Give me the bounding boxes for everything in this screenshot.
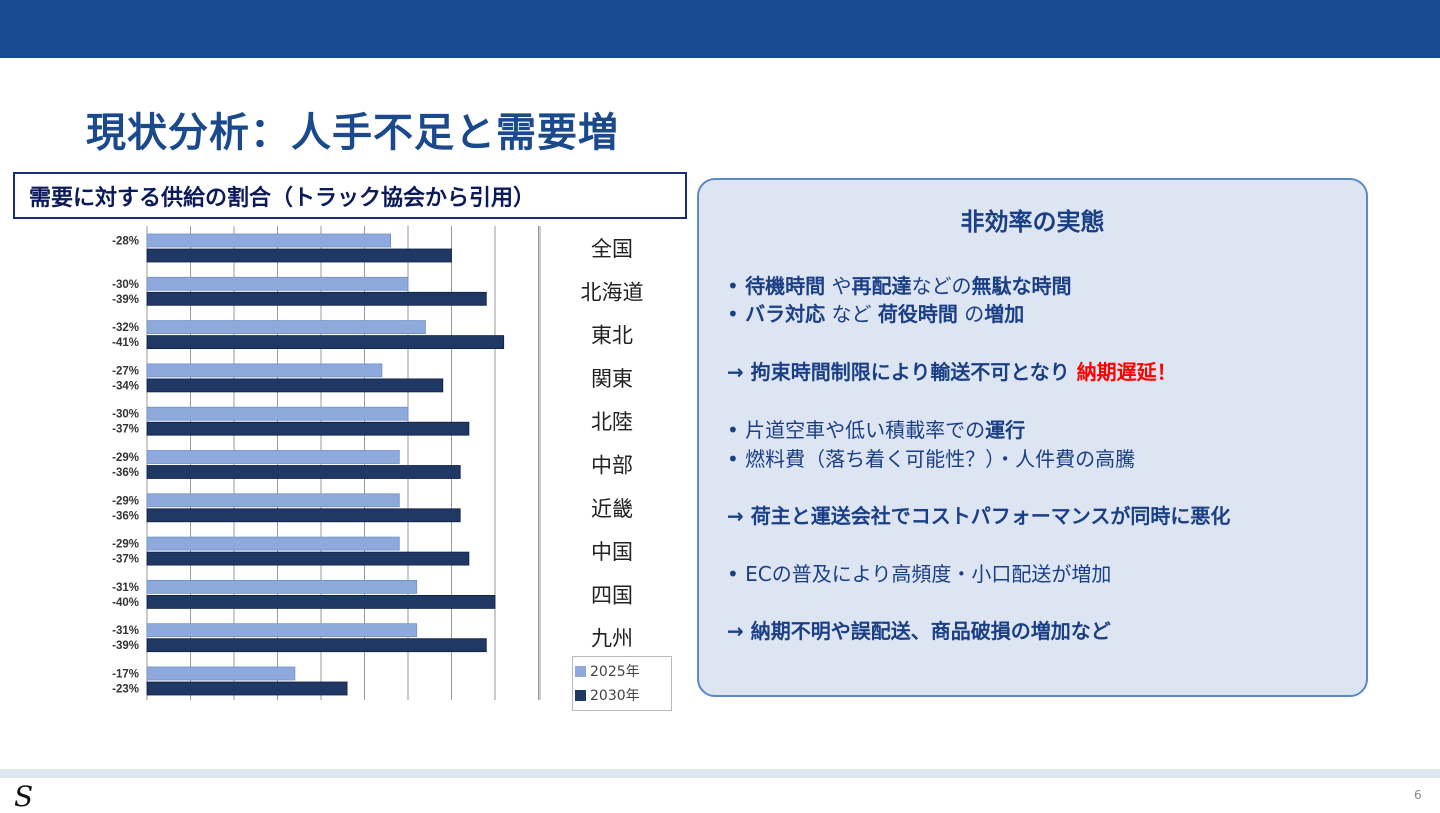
panel-line-6-segment-1: → 荷主と運送会社でコストパフォーマンスが同時に悪化 xyxy=(727,504,1231,528)
panel-line-2-segment-5: の xyxy=(957,302,985,326)
data-label-2025-10: -31% xyxy=(112,625,139,637)
data-label-2030-5: -37% xyxy=(112,424,139,436)
data-label-2030-10: -39% xyxy=(112,640,139,652)
data-label-2025-4: -27% xyxy=(112,365,139,377)
bar-2030-11 xyxy=(146,681,348,696)
data-label-2025-8: -29% xyxy=(112,539,139,551)
bar-2030-7 xyxy=(146,508,461,523)
bar-2025-7 xyxy=(146,493,400,508)
panel-line-2-segment-2: バラ対応 xyxy=(745,302,826,326)
data-label-2025-2: -30% xyxy=(112,279,139,291)
panel-line-1-segment-5: などの xyxy=(911,274,972,298)
legend-swatch-2030 xyxy=(575,689,586,701)
panel-line-1: • 待機時間 や再配達などの無駄な時間 xyxy=(727,270,1072,299)
category-label: 関東 xyxy=(591,367,633,391)
chart-legend: 2025年 2030年 xyxy=(572,656,672,711)
panel-line-2-segment-3: など xyxy=(825,302,878,326)
page-number: 6 xyxy=(1414,788,1422,802)
panel-title: 非効率の実態 xyxy=(960,208,1105,236)
header-bar xyxy=(0,0,1440,58)
data-label-2030-4: -34% xyxy=(112,380,139,392)
category-label: 北海道 xyxy=(581,280,644,304)
bar-2025-10 xyxy=(146,623,418,638)
data-label-2025-11: -17% xyxy=(112,669,139,681)
legend-item-2030: 2030年 xyxy=(573,683,671,707)
panel-line-8-segment-1: → 納期不明や誤配送、商品破損の増加など xyxy=(727,619,1111,643)
bar-2030-1 xyxy=(146,248,452,263)
chart-caption-text: 需要に対する供給の割合（トラック協会から引用） xyxy=(29,185,536,211)
footer-strip xyxy=(0,769,1440,778)
bar-2030-4 xyxy=(146,378,444,393)
chart-caption: 需要に対する供給の割合（トラック協会から引用） xyxy=(13,172,687,219)
panel-line-7-segment-1: • ECの普及により高頻度・小口配送が増加 xyxy=(727,562,1112,586)
legend-label-2025: 2025年 xyxy=(590,664,640,680)
bar-2025-5 xyxy=(146,406,409,421)
legend-label-2030: 2030年 xyxy=(590,688,640,704)
data-label-2030-11: -23% xyxy=(112,684,139,696)
data-label-2025-6: -29% xyxy=(112,452,139,464)
category-label: 中部 xyxy=(591,454,633,478)
bar-2030-2 xyxy=(146,291,487,306)
data-label-2025-3: -32% xyxy=(112,322,139,334)
panel-line-1-segment-4: 再配達 xyxy=(851,274,912,298)
bar-2025-3 xyxy=(146,320,426,335)
panel-line-8: → 納期不明や誤配送、商品破損の増加など xyxy=(727,615,1111,644)
data-label-2025-5: -30% xyxy=(112,409,139,421)
panel-line-5: • 燃料費（落ち着く可能性？）・人件費の高騰 xyxy=(727,443,1135,472)
category-label: 全国 xyxy=(591,237,633,261)
bar-2025-4 xyxy=(146,363,383,378)
panel-line-3: → 拘束時間制限により輸送不可となり 納期遅延！ xyxy=(727,356,1177,385)
panel-line-2-segment-4: 荷役時間 xyxy=(877,302,958,326)
logo-text: S xyxy=(14,780,34,813)
page-title: 現状分析：人手不足と需要増 xyxy=(86,110,619,156)
panel-line-2-segment-1: • xyxy=(727,302,746,326)
panel-line-2: • バラ対応 など 荷役時間 の増加 xyxy=(727,298,1024,327)
data-label-2025-1: -28% xyxy=(112,236,139,248)
panel-line-4-segment-1: • 片道空車や低い積載率での xyxy=(727,418,986,442)
panel-line-4-segment-2: 運行 xyxy=(985,418,1026,442)
company-logo: S xyxy=(14,780,33,813)
bar-2025-1 xyxy=(146,233,392,248)
data-label-2030-3: -41% xyxy=(112,337,139,349)
bar-2030-3 xyxy=(146,335,505,350)
panel-line-7: • ECの普及により高頻度・小口配送が増加 xyxy=(727,558,1111,587)
data-label-2030-9: -40% xyxy=(112,597,139,609)
bar-2030-9 xyxy=(146,595,496,609)
supply-ratio-chart: -28% 全国 -30% -39% 北海道 -32% -41% 東北 -27% -34% 関東 -30… xyxy=(112,226,644,700)
bar-2030-8 xyxy=(146,551,470,566)
category-label: 四国 xyxy=(591,583,633,607)
panel-line-1-segment-2: 待機時間 xyxy=(745,274,826,298)
bar-2025-6 xyxy=(146,450,400,464)
category-label: 九州 xyxy=(591,627,633,651)
inefficiency-panel: 非効率の実態 • 待機時間 や再配達などの無駄な時間 • バラ対応 など 荷役時… xyxy=(697,178,1368,697)
panel-line-6: → 荷主と運送会社でコストパフォーマンスが同時に悪化 xyxy=(727,500,1230,529)
bar-2025-11 xyxy=(146,666,296,681)
panel-line-3-segment-1: → 拘束時間制限により輸送不可となり xyxy=(727,360,1077,384)
bar-2025-9 xyxy=(146,580,418,594)
category-label: 近畿 xyxy=(591,497,633,521)
bar-2030-10 xyxy=(146,638,487,653)
legend-item-2025: 2025年 xyxy=(573,659,671,683)
data-label-2025-9: -31% xyxy=(112,582,139,594)
panel-line-1-segment-3: や xyxy=(825,274,852,298)
data-label-2030-8: -37% xyxy=(112,554,139,566)
category-label: 東北 xyxy=(591,324,633,348)
bar-2030-6 xyxy=(146,465,461,479)
panel-line-5-segment-1: • 燃料費（落ち着く可能性？）・人件費の高騰 xyxy=(727,447,1136,471)
data-label-2030-6: -36% xyxy=(112,467,139,479)
data-label-2030-2: -39% xyxy=(112,294,139,306)
panel-line-1-segment-6: 無駄な時間 xyxy=(971,274,1072,298)
data-label-2030-7: -36% xyxy=(112,510,139,522)
category-label: 中国 xyxy=(591,540,633,564)
category-label: 北陸 xyxy=(591,410,633,434)
panel-line-4: • 片道空車や低い積載率での運行 xyxy=(727,414,1025,443)
data-label-2025-7: -29% xyxy=(112,495,139,507)
panel-line-3-segment-2: 納期遅延！ xyxy=(1076,360,1177,384)
legend-swatch-2025 xyxy=(575,665,586,677)
bar-2025-2 xyxy=(146,276,409,291)
bar-2025-8 xyxy=(146,536,400,551)
panel-line-2-segment-6: 増加 xyxy=(984,302,1025,326)
panel-line-1-segment-1: • xyxy=(727,274,746,298)
bar-2030-5 xyxy=(146,421,470,436)
